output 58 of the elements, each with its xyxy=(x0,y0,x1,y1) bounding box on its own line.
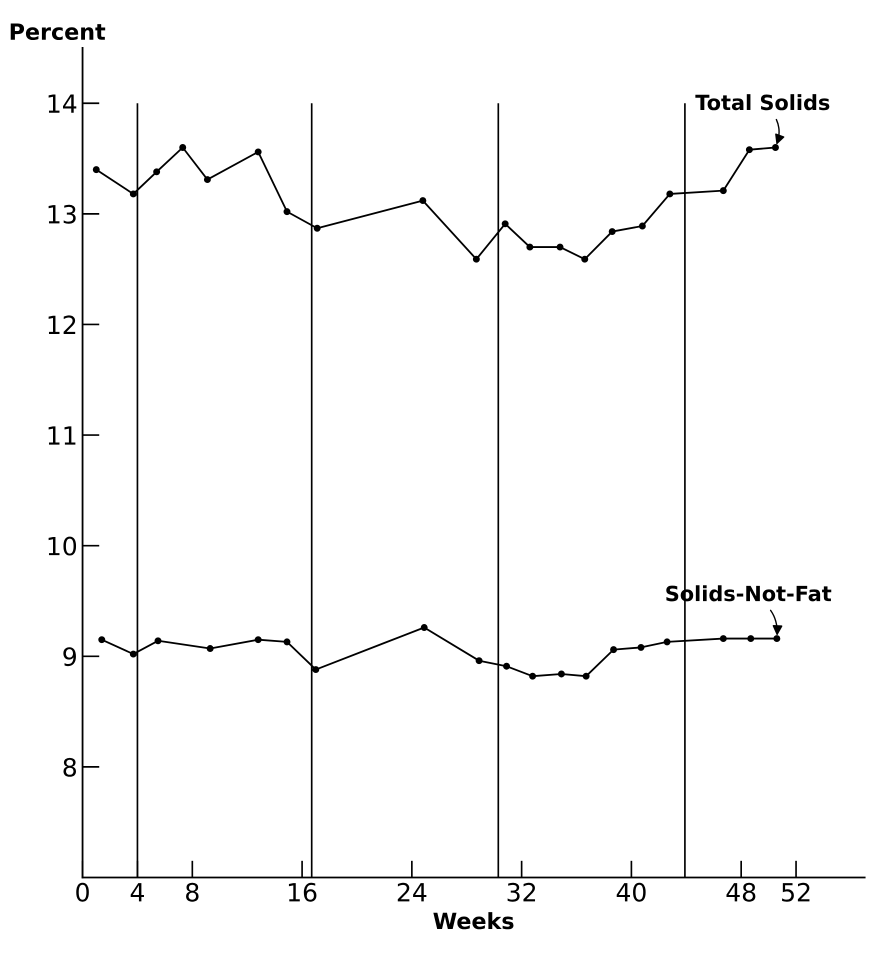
point xyxy=(664,638,671,646)
x-tick-label: 32 xyxy=(508,882,536,902)
point xyxy=(254,636,262,644)
point xyxy=(284,208,290,216)
point xyxy=(204,176,211,184)
point xyxy=(419,197,426,204)
point xyxy=(638,644,644,651)
point xyxy=(666,190,674,198)
point xyxy=(312,666,320,674)
x-tick-label: 0 xyxy=(76,882,89,902)
y-tick-label: 9 xyxy=(63,647,76,666)
point xyxy=(747,635,754,642)
text: Total Solids xyxy=(695,94,830,110)
point xyxy=(284,638,290,646)
point xyxy=(502,220,509,228)
x-tick-label: 48 xyxy=(726,882,756,902)
point xyxy=(608,228,616,236)
point xyxy=(472,256,480,263)
point xyxy=(314,224,321,232)
point xyxy=(92,166,100,174)
point xyxy=(581,256,588,263)
y-tick-label: 10 xyxy=(48,536,76,556)
y-tick-label: 13 xyxy=(48,204,76,224)
point xyxy=(179,144,186,151)
point xyxy=(526,244,534,251)
point xyxy=(720,635,727,642)
point xyxy=(746,146,753,154)
point xyxy=(130,190,137,198)
y-axis-title: Percent xyxy=(10,23,106,40)
point xyxy=(503,662,510,670)
point xyxy=(720,187,727,194)
point xyxy=(154,637,162,644)
point xyxy=(773,635,780,642)
point xyxy=(610,646,618,654)
point xyxy=(206,645,214,652)
x-tick-label: 40 xyxy=(616,882,646,902)
point xyxy=(638,222,646,230)
x-axis-title: Weeks xyxy=(433,912,514,930)
point xyxy=(130,650,137,658)
x-tick-label: 16 xyxy=(288,882,316,902)
point xyxy=(556,244,564,251)
x-tick-label: 4 xyxy=(130,883,144,902)
point xyxy=(529,672,536,680)
y-tick-label: 12 xyxy=(48,315,76,334)
point xyxy=(558,670,565,678)
y-tick-label: 8 xyxy=(63,758,76,777)
point xyxy=(772,144,779,151)
x-tick-label: 8 xyxy=(186,882,199,902)
point xyxy=(476,657,483,664)
x-tick-label: 52 xyxy=(782,882,810,902)
point xyxy=(98,636,106,644)
point xyxy=(254,148,262,156)
y-tick-label: 14 xyxy=(48,94,76,113)
point xyxy=(420,624,428,631)
point xyxy=(582,672,590,680)
y-tick-label: 11 xyxy=(48,426,76,445)
point xyxy=(153,168,160,176)
x-tick-label: 24 xyxy=(398,882,426,902)
